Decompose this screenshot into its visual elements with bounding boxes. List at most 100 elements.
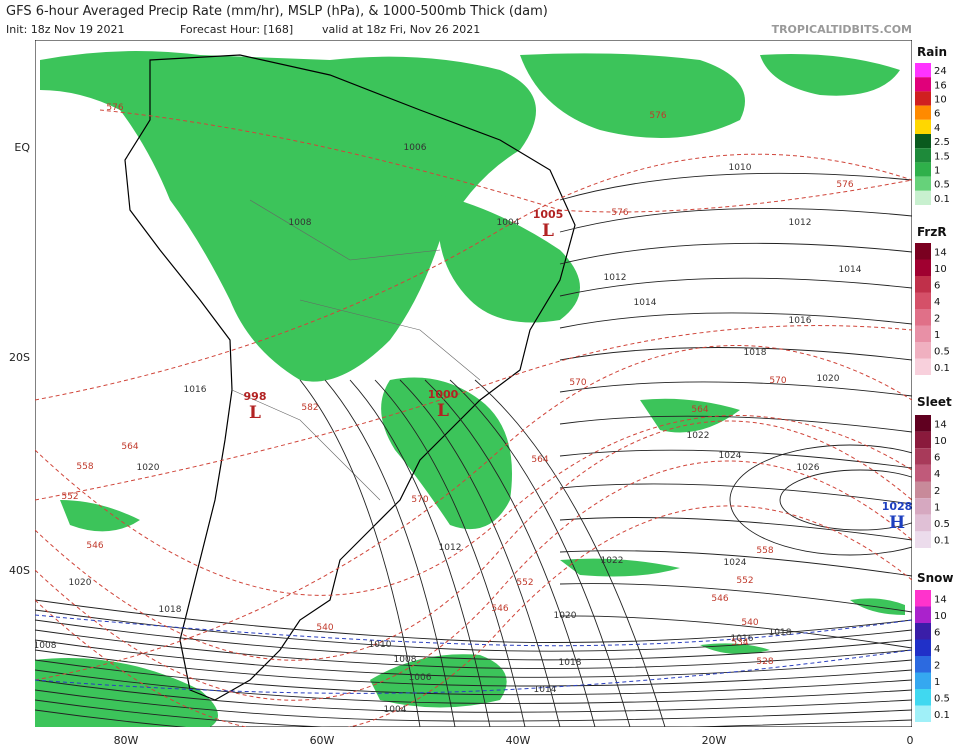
legend-value: 6 bbox=[934, 109, 940, 120]
thickness-534 bbox=[35, 649, 912, 694]
isobar-high bbox=[779, 469, 912, 531]
isobar-label: 1020 bbox=[554, 611, 577, 621]
thickness-line bbox=[35, 460, 912, 701]
legend-swatch bbox=[915, 531, 931, 548]
isobar bbox=[35, 679, 912, 713]
legend-value: 16 bbox=[934, 80, 947, 91]
isobar bbox=[299, 379, 421, 727]
isobar bbox=[35, 619, 912, 661]
thickness-label: 570 bbox=[411, 495, 428, 505]
isobar-label: 1016 bbox=[789, 316, 812, 326]
legend-swatch bbox=[915, 325, 931, 342]
legend-title: FrzR bbox=[917, 225, 947, 239]
legend-swatch bbox=[915, 176, 931, 191]
isobar-label: 1024 bbox=[724, 558, 747, 568]
legend-value: 14 bbox=[934, 247, 947, 258]
legend-swatch bbox=[915, 342, 931, 359]
isobar-label: 1018 bbox=[744, 348, 767, 358]
thickness-line bbox=[35, 505, 912, 727]
legend-value: 2 bbox=[934, 313, 940, 324]
legend-value: 1 bbox=[934, 502, 940, 513]
legend-value: 10 bbox=[934, 436, 947, 447]
thickness-label: 546 bbox=[86, 541, 103, 551]
legend-value: 0.5 bbox=[934, 519, 950, 530]
longitude-label: 60W bbox=[310, 734, 335, 747]
thickness-label: 576 bbox=[106, 103, 123, 113]
legend-value: 1 bbox=[934, 677, 940, 688]
pressure-center-value: 1000 bbox=[428, 388, 459, 401]
isobar-label: 1020 bbox=[69, 578, 92, 588]
legend-swatch bbox=[915, 415, 931, 432]
thickness-label: 540 bbox=[741, 618, 758, 628]
isobar bbox=[559, 615, 912, 649]
legend-value: 2.5 bbox=[934, 137, 950, 148]
legend-value: 1 bbox=[934, 166, 940, 177]
isobar-label: 1018 bbox=[159, 605, 182, 615]
thickness-label: 546 bbox=[711, 594, 728, 604]
legend-value: 10 bbox=[934, 95, 947, 106]
legend-value: 0.1 bbox=[934, 194, 950, 205]
legend-value: 0.5 bbox=[934, 180, 950, 191]
legend-swatch bbox=[915, 134, 931, 149]
axes: EQ 20S 40S 80W 60W 40W 20W 0 bbox=[9, 141, 913, 747]
precip-southwest bbox=[35, 658, 218, 727]
legend-value: 2 bbox=[934, 486, 940, 497]
legend-value: 1 bbox=[934, 330, 940, 341]
isobar bbox=[424, 379, 596, 727]
legend-swatch bbox=[915, 656, 931, 673]
legend-value: 4 bbox=[934, 297, 940, 308]
legend-swatch bbox=[915, 243, 931, 260]
isobar-label: 1012 bbox=[789, 218, 812, 228]
thickness-540 bbox=[35, 614, 912, 647]
isobar-label: 1008 bbox=[34, 641, 57, 651]
precip-pacific bbox=[60, 500, 140, 532]
isobar bbox=[559, 347, 912, 361]
forecast-hour: Forecast Hour: [168] bbox=[180, 23, 293, 36]
legend-swatch bbox=[915, 190, 931, 205]
isobar-label: 1016 bbox=[184, 385, 207, 395]
isobar-label: 1014 bbox=[839, 265, 862, 275]
precip-north-east bbox=[760, 54, 900, 96]
legend-value: 0.5 bbox=[934, 346, 950, 357]
legend-title: Rain bbox=[917, 45, 947, 59]
legend-swatch bbox=[915, 119, 931, 134]
thickness-label: 546 bbox=[491, 604, 508, 614]
legend-value: 2 bbox=[934, 660, 940, 671]
map-area: 1005L1000L998L1028H100410061008101010121… bbox=[34, 40, 912, 727]
legend-title: Sleet bbox=[917, 395, 952, 409]
precip-atlantic-north bbox=[520, 53, 745, 139]
title: GFS 6-hour Averaged Precip Rate (mm/hr),… bbox=[6, 4, 548, 19]
isobar-label: 1008 bbox=[394, 655, 417, 665]
isobar-label: 1006 bbox=[404, 143, 427, 153]
isobar-label: 1018 bbox=[559, 658, 582, 668]
isobar-label: 1024 bbox=[719, 451, 742, 461]
precip-streak-1 bbox=[560, 558, 680, 577]
legend-value: 24 bbox=[934, 66, 947, 77]
isobar-label: 1012 bbox=[439, 543, 462, 553]
legend-swatch bbox=[915, 606, 931, 623]
isobar-label: 1006 bbox=[409, 673, 432, 683]
thickness-label: 528 bbox=[756, 657, 773, 667]
latitude-label: EQ bbox=[14, 141, 30, 154]
legend-swatch bbox=[915, 481, 931, 499]
legend-value: 0.1 bbox=[934, 363, 950, 374]
isobar bbox=[559, 550, 912, 577]
isobar bbox=[35, 709, 187, 727]
thickness-label: 564 bbox=[691, 405, 708, 415]
isobar bbox=[559, 312, 912, 329]
thickness-label: 576 bbox=[649, 111, 666, 121]
thickness-lines-cold bbox=[35, 614, 912, 694]
pressure-center-letter: L bbox=[542, 221, 554, 241]
legend-swatch bbox=[915, 431, 931, 449]
legend-swatch bbox=[915, 309, 931, 326]
legend-value: 6 bbox=[934, 280, 940, 291]
precip-amazon bbox=[40, 51, 536, 382]
latitude-label: 40S bbox=[9, 564, 30, 577]
thickness-line bbox=[35, 420, 912, 661]
isobar bbox=[35, 659, 912, 696]
legend-value: 4 bbox=[934, 123, 940, 134]
isobars bbox=[35, 172, 912, 727]
isobar-label: 1014 bbox=[634, 298, 657, 308]
isobar-label: 1014 bbox=[534, 685, 557, 695]
